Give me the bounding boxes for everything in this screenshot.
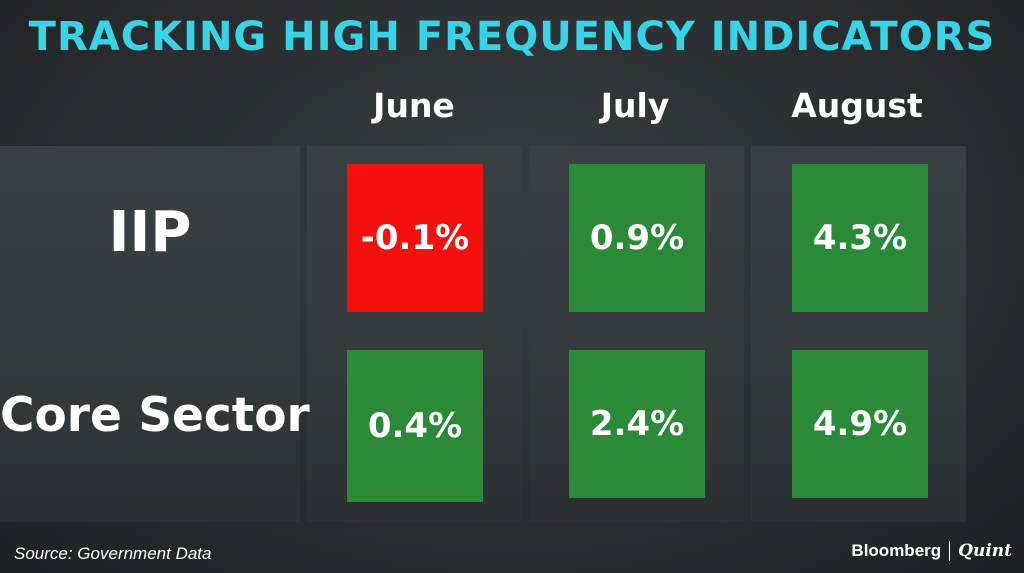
data-cell: 4.3% bbox=[792, 164, 928, 312]
row-label-iip: IIP bbox=[108, 200, 192, 265]
data-cell: 0.4% bbox=[347, 350, 483, 502]
data-cell: 2.4% bbox=[569, 350, 705, 498]
brand-primary: Bloomberg bbox=[851, 541, 942, 560]
brand-logo: Bloomberg Quint bbox=[851, 541, 1012, 561]
data-cell: -0.1% bbox=[347, 164, 483, 312]
source-note: Source: Government Data bbox=[14, 544, 212, 563]
data-cell: 0.9% bbox=[569, 164, 705, 312]
row-label-core-sector: Core Sector bbox=[0, 388, 310, 443]
row-label-panel bbox=[0, 146, 300, 522]
column-header-august: August bbox=[791, 86, 923, 125]
page-title: TRACKING HIGH FREQUENCY INDICATORS bbox=[28, 14, 996, 60]
column-header-june: June bbox=[373, 86, 455, 125]
brand-secondary: Quint bbox=[958, 541, 1012, 561]
brand-separator bbox=[949, 541, 951, 561]
data-cell: 4.9% bbox=[792, 350, 928, 498]
column-header-july: July bbox=[600, 86, 670, 125]
